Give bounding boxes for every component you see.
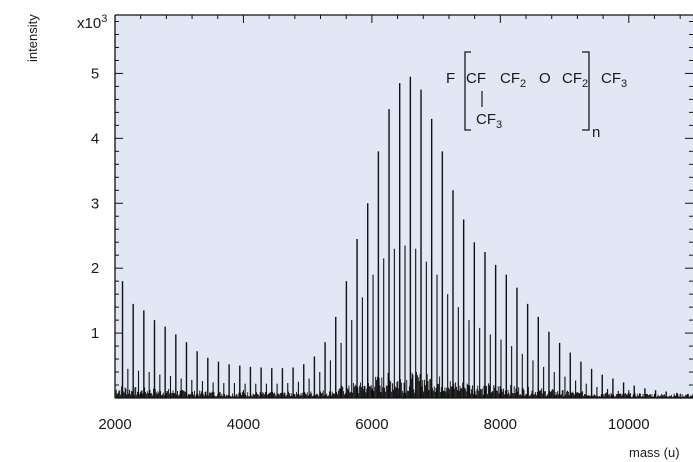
structure-formula: F CF CF2 O CF2 CF3 CF3 n bbox=[446, 51, 627, 141]
x-tick-label: 2000 bbox=[98, 416, 131, 433]
peaks bbox=[114, 76, 693, 398]
y-tick-label: 5 bbox=[91, 65, 99, 82]
formula-cf2b: CF2 bbox=[562, 70, 588, 90]
y-tick-label: 4 bbox=[91, 130, 99, 147]
y-multiplier-label: x103 bbox=[77, 13, 107, 32]
x-tick-label: 6000 bbox=[355, 416, 388, 433]
x-tick-label: 4000 bbox=[227, 416, 260, 433]
x-axis-label: mass (u) bbox=[629, 445, 680, 460]
x-tick-label: 8000 bbox=[484, 416, 517, 433]
plot-area bbox=[115, 15, 693, 398]
formula-cf2: CF2 bbox=[500, 70, 526, 90]
y-tick-label: 3 bbox=[91, 195, 99, 212]
formula-branch-cf3: CF3 bbox=[476, 111, 502, 131]
y-axis-label: intensity bbox=[25, 14, 40, 62]
formula-cf3: CF3 bbox=[601, 70, 627, 90]
y-tick-label: 1 bbox=[91, 325, 99, 342]
axes-frame bbox=[114, 14, 693, 399]
formula-repeat-n: n bbox=[592, 124, 600, 141]
tick-labels: 2000 4000 6000 8000 10000 1 2 3 4 5 bbox=[91, 65, 650, 433]
y-tick-label: 2 bbox=[91, 260, 99, 277]
formula-left-bracket bbox=[464, 51, 471, 131]
x-tick-label: 10000 bbox=[608, 416, 650, 433]
formula-o: O bbox=[539, 70, 551, 87]
formula-cf: CF bbox=[466, 70, 486, 87]
tick-marks bbox=[114, 15, 693, 399]
formula-prefix: F bbox=[446, 70, 455, 87]
formula-right-bracket bbox=[582, 51, 590, 131]
